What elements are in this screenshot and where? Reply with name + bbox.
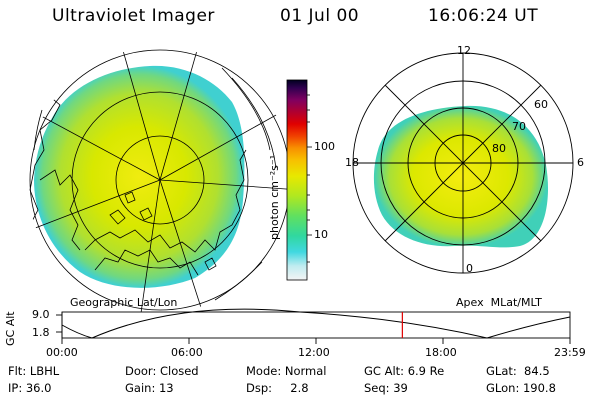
apex-mlt-12: 12 (457, 44, 471, 57)
colorbar-tick-10: 10 (314, 228, 328, 241)
geographic-panel (27, 47, 293, 313)
date-label: 01 Jul 00 (280, 6, 360, 26)
apex-lat-80: 80 (492, 142, 506, 155)
time-label: 16:06:24 UT (428, 6, 539, 26)
orbit-time-tick: 18:00 (425, 346, 457, 359)
coastline-islands (109, 191, 217, 271)
geo-meridians (29, 47, 293, 313)
orbit-strip (56, 308, 571, 344)
aurora-geo-blob (34, 65, 245, 288)
orbit-y-bottom: 1.8 (32, 326, 50, 339)
orbit-frame (61, 311, 571, 339)
orbit-altitude-curve (61, 308, 571, 339)
info-gain: Gain: 13 (125, 381, 174, 395)
coastline-greenland (39, 169, 81, 251)
instrument-title: Ultraviolet Imager (52, 6, 215, 26)
coastline-europe-asia (84, 149, 247, 253)
colorbar-unit-label: photon cm⁻²s⁻¹ (268, 154, 281, 240)
info-ip: IP: 36.0 (8, 381, 52, 395)
info-mode: Mode: Normal (246, 364, 327, 378)
info-glon: GLon: 190.8 (486, 381, 556, 395)
apex-lat-60: 60 (534, 98, 548, 111)
info-dsp: Dsp: 2.8 (246, 381, 309, 395)
apex-mlt-6: 6 (577, 156, 584, 169)
orbit-time-tick: 06:00 (171, 346, 203, 359)
info-gc-alt: GC Alt: 6.9 Re (364, 364, 445, 378)
orbit-time-tick: 00:00 (46, 346, 78, 359)
geo-lat-circle-60 (71, 91, 249, 269)
apex-mlt-18: 18 (345, 156, 359, 169)
geo-outer-arcs (33, 67, 277, 301)
orbit-time-tick: 12:00 (298, 346, 330, 359)
apex-panel (352, 52, 574, 274)
aurora-apex-blob (373, 105, 549, 248)
apex-panel-caption: Apex MLat/MLT (456, 296, 542, 309)
apex-mlt-lines (353, 53, 573, 273)
apex-lat-70: 70 (512, 120, 526, 133)
info-glat: GLat: 84.5 (486, 364, 550, 378)
apex-mlt-0: 0 (466, 262, 473, 275)
orbit-time-tick: 23:59 (554, 346, 586, 359)
geo-panel-caption: Geographic Lat/Lon (70, 296, 178, 309)
geo-lat-circle-80 (115, 135, 205, 225)
info-door: Door: Closed (125, 364, 199, 378)
colorbar-ticks (307, 94, 312, 263)
colorbar (286, 79, 308, 281)
colorbar-tick-100: 100 (314, 140, 335, 153)
orbit-y-top: 9.0 (32, 308, 50, 321)
info-seq: Seq: 39 (364, 381, 408, 395)
info-flt: Flt: LBHL (8, 364, 60, 378)
orbit-ylabel: GC Alt (4, 311, 17, 346)
orbit-ticks (56, 312, 571, 344)
